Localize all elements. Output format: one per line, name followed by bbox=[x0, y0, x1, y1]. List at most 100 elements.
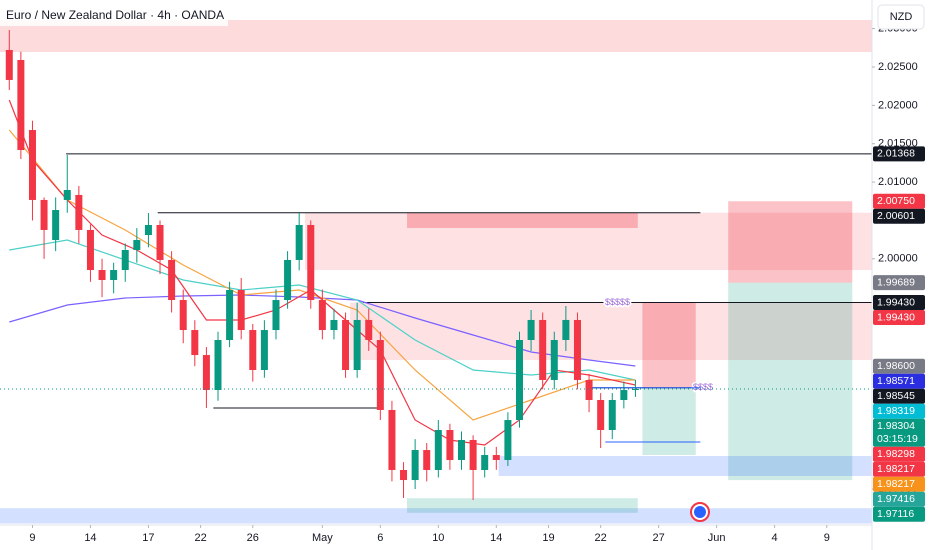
zone bbox=[407, 498, 638, 513]
candle-body bbox=[527, 319, 535, 340]
x-tick-label: 6 bbox=[377, 532, 383, 544]
candle-body bbox=[365, 319, 373, 340]
candle-body bbox=[202, 355, 210, 391]
zone bbox=[728, 282, 853, 481]
price-label: 2.00750 bbox=[877, 195, 915, 207]
price-badge bbox=[873, 476, 925, 492]
x-tick-label: 4 bbox=[772, 532, 778, 544]
candle-body bbox=[597, 400, 605, 431]
candle-body bbox=[562, 319, 570, 340]
candle-body bbox=[237, 289, 245, 331]
candle-body bbox=[458, 439, 466, 461]
candle-body bbox=[411, 450, 419, 481]
price-badge bbox=[873, 358, 925, 374]
price-label: 1.99689 bbox=[877, 276, 915, 288]
candle-body bbox=[133, 240, 141, 250]
price-badge bbox=[873, 491, 925, 507]
price-label: 1.98298 bbox=[877, 448, 915, 460]
candle-body bbox=[492, 455, 500, 461]
price-label: 1.99430 bbox=[877, 296, 915, 308]
candle-body bbox=[144, 224, 152, 236]
price-badge bbox=[873, 275, 925, 291]
candle-body bbox=[28, 129, 36, 200]
candle-body bbox=[330, 319, 338, 331]
price-label: 1.98545 bbox=[877, 390, 915, 402]
title-bg bbox=[0, 6, 228, 26]
zone bbox=[728, 201, 853, 283]
x-tick-label: 9 bbox=[824, 532, 830, 544]
candle-body bbox=[585, 379, 593, 401]
candle-body bbox=[481, 455, 489, 470]
candle-body bbox=[191, 330, 199, 356]
chart-title: Euro / New Zealand Dollar · 4h · OANDA bbox=[6, 8, 224, 22]
price-label: 1.98600 bbox=[877, 360, 915, 372]
zone bbox=[0, 508, 872, 524]
candle-body bbox=[446, 430, 454, 461]
zone bbox=[350, 302, 872, 361]
candle-body bbox=[539, 319, 547, 380]
price-badge bbox=[873, 193, 925, 209]
currency[interactable]: NZD bbox=[890, 11, 913, 23]
x-tick-label: 19 bbox=[542, 532, 554, 544]
candle-body bbox=[573, 319, 581, 380]
candle-body bbox=[260, 330, 268, 371]
x-tick-label: Jun bbox=[708, 532, 726, 544]
candle-body bbox=[423, 450, 431, 470]
candle-body bbox=[284, 259, 292, 301]
candle-body bbox=[168, 259, 176, 301]
candle-body bbox=[307, 224, 315, 301]
candle-body bbox=[295, 224, 303, 260]
price-badge bbox=[873, 403, 925, 419]
y-tick-label: 2.00000 bbox=[878, 253, 918, 265]
price-label: 1.98571 bbox=[877, 375, 915, 387]
x-tick-label: May bbox=[312, 532, 333, 544]
y-tick-label: 2.01000 bbox=[878, 176, 918, 188]
axes: 914172226May61014192227Jun492.030002.025… bbox=[29, 23, 925, 544]
price-label: 1.97116 bbox=[877, 508, 914, 520]
price-label: 1.98217 bbox=[877, 463, 915, 475]
candle-body bbox=[249, 330, 257, 371]
price-label: 1.98217 bbox=[877, 478, 915, 490]
candle-body bbox=[63, 189, 71, 200]
price-badge bbox=[873, 506, 925, 522]
zone bbox=[304, 212, 872, 271]
candle-body bbox=[121, 249, 129, 271]
price-badge bbox=[873, 373, 925, 389]
price-label: 1.98304 bbox=[877, 420, 915, 432]
level-label: $$$$ bbox=[693, 382, 713, 392]
candle-body bbox=[504, 420, 512, 461]
price-badge bbox=[873, 208, 925, 224]
candle-body bbox=[40, 199, 48, 230]
candle-body bbox=[469, 439, 477, 470]
x-tick-label: 26 bbox=[247, 532, 259, 544]
price-badge bbox=[873, 461, 925, 477]
candle-body bbox=[179, 300, 187, 331]
x-tick-label: 27 bbox=[653, 532, 665, 544]
zone bbox=[498, 456, 872, 476]
x-tick-label: 22 bbox=[194, 532, 206, 544]
candle-body bbox=[376, 339, 384, 410]
price-label: 1.97416 bbox=[877, 493, 915, 505]
price-badge bbox=[873, 418, 925, 447]
candle-body bbox=[52, 210, 60, 241]
candle-body bbox=[156, 224, 164, 260]
candle-body bbox=[5, 49, 13, 80]
zone bbox=[642, 387, 696, 456]
currency-button[interactable] bbox=[877, 4, 925, 30]
x-tick-label: 22 bbox=[595, 532, 607, 544]
y-tick-label: 2.02000 bbox=[878, 99, 918, 111]
candle-body bbox=[550, 339, 558, 380]
candle-body bbox=[620, 390, 628, 401]
price-badge bbox=[873, 446, 925, 462]
candle-body bbox=[631, 388, 639, 391]
price-badge bbox=[873, 310, 925, 326]
price-label: 2.01368 bbox=[877, 148, 915, 160]
candle-body bbox=[17, 60, 25, 151]
event-icon-core bbox=[694, 506, 706, 518]
candle-body bbox=[86, 229, 94, 271]
candle-body bbox=[214, 339, 222, 391]
x-tick-label: 14 bbox=[84, 532, 96, 544]
candle-body bbox=[388, 409, 396, 470]
candle-body bbox=[318, 300, 326, 331]
